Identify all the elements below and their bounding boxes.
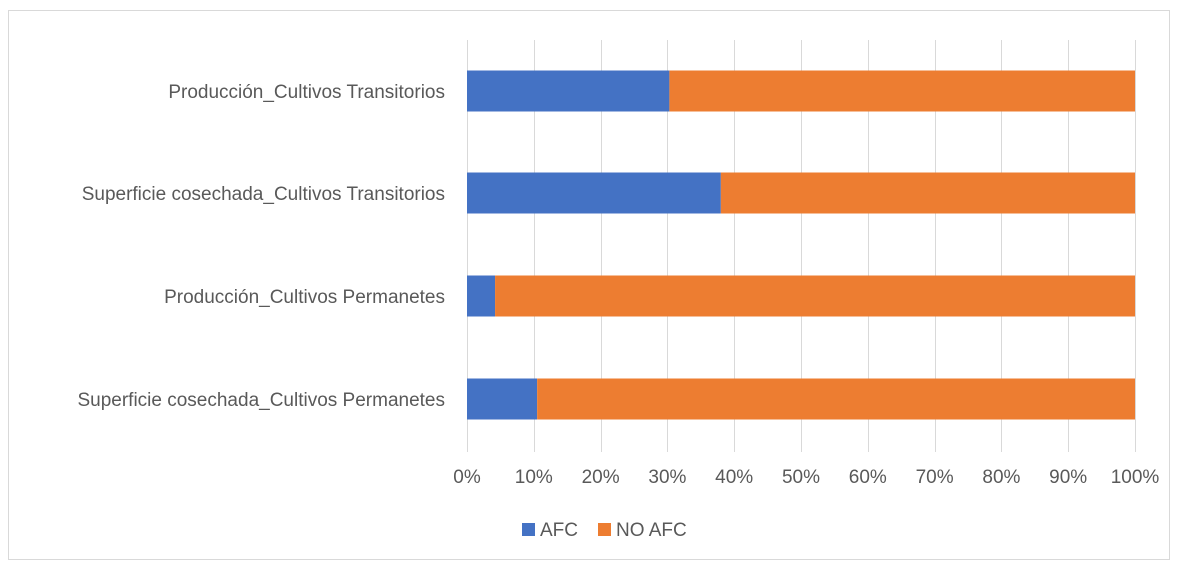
x-tick-label: 50% [782, 467, 820, 488]
x-tick-label: 60% [849, 467, 887, 488]
bar-no-afc [537, 378, 1135, 420]
legend-label: NO AFC [616, 520, 687, 541]
x-tick-label: 40% [715, 467, 753, 488]
category-label: Producción_Cultivos Permanetes [164, 287, 445, 308]
x-tick-label: 20% [582, 467, 620, 488]
x-tick-label: 0% [453, 467, 481, 488]
x-tick-label: 90% [1049, 467, 1087, 488]
category-label: Superficie cosechada_Cultivos Transitori… [82, 184, 445, 205]
legend-swatch [522, 523, 535, 536]
label-layer: 0% 10% 20% 30% 40% 50% 60% 70% 80% 90% 100% Producc… [77, 82, 1159, 488]
x-tick-label: 30% [648, 467, 686, 488]
bar-no-afc [720, 172, 1135, 214]
legend-swatch [598, 523, 611, 536]
category-label: Producción_Cultivos Transitorios [168, 82, 445, 103]
category-label: Superficie cosechada_Cultivos Permanetes [77, 390, 445, 411]
bar-afc [467, 172, 721, 214]
x-tick-label: 80% [982, 467, 1020, 488]
bar-no-afc [669, 70, 1135, 112]
x-tick-label: 100% [1111, 467, 1160, 488]
x-tick-label: 10% [515, 467, 553, 488]
bar-afc [467, 275, 496, 317]
legend-label: AFC [540, 520, 578, 541]
x-tick-label: 70% [916, 467, 954, 488]
bar-afc [467, 378, 538, 420]
bar-no-afc [495, 275, 1135, 317]
bar-afc [467, 70, 670, 112]
bar-layer [467, 70, 1135, 420]
legend: AFC NO AFC [522, 520, 687, 541]
